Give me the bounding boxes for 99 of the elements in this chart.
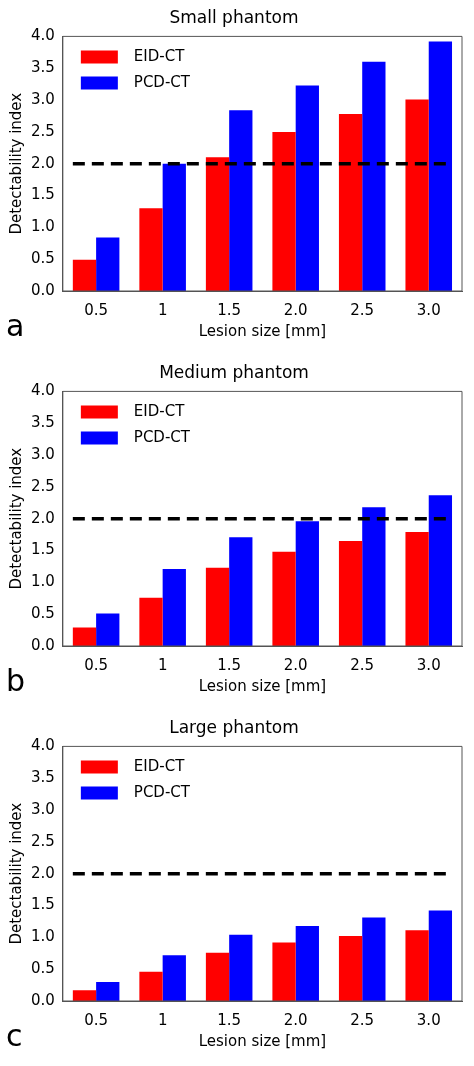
legend-label: PCD-CT bbox=[133, 782, 191, 801]
bar bbox=[162, 955, 186, 1001]
chart-title: Large phantom bbox=[169, 716, 299, 737]
y-tick-label: 4.0 bbox=[31, 381, 55, 400]
bar bbox=[139, 597, 163, 646]
x-tick-label: 3.0 bbox=[416, 300, 441, 319]
bar bbox=[362, 507, 386, 646]
bar bbox=[205, 157, 230, 291]
x-tick-label: 1 bbox=[157, 300, 168, 319]
bar bbox=[205, 952, 230, 1001]
y-tick-label: 3.5 bbox=[31, 413, 55, 432]
y-tick-label: 0.0 bbox=[31, 280, 55, 299]
y-tick-label: 2.0 bbox=[31, 863, 55, 882]
legend-label: EID-CT bbox=[133, 46, 186, 65]
bar bbox=[272, 131, 296, 291]
x-tick-label: 2.0 bbox=[283, 655, 308, 674]
bar bbox=[139, 208, 163, 291]
text: c bbox=[6, 1018, 23, 1053]
bar bbox=[205, 567, 230, 646]
bar bbox=[229, 934, 253, 1001]
x-axis-title: Lesion size [mm] bbox=[198, 676, 327, 695]
bar bbox=[405, 99, 429, 291]
x-tick-label: 1 bbox=[157, 655, 168, 674]
chart-title: Medium phantom bbox=[159, 361, 309, 382]
bar bbox=[362, 917, 386, 1001]
bar bbox=[272, 551, 296, 646]
bar bbox=[338, 114, 363, 291]
bar bbox=[428, 910, 453, 1001]
bar bbox=[272, 942, 296, 1001]
bar bbox=[405, 930, 429, 1001]
bar bbox=[162, 163, 186, 291]
legend-label: PCD-CT bbox=[133, 427, 191, 446]
bar bbox=[405, 532, 429, 646]
y-axis-title: Detectability index bbox=[6, 802, 25, 945]
x-tick-label: 3.0 bbox=[416, 1010, 441, 1029]
x-tick-label: 2.0 bbox=[283, 1010, 308, 1029]
text: a bbox=[6, 308, 25, 343]
bar bbox=[295, 521, 319, 646]
y-tick-label: 1.0 bbox=[31, 927, 55, 946]
x-tick-label: 1.5 bbox=[217, 300, 242, 319]
y-tick-label: 0.5 bbox=[31, 604, 55, 623]
y-tick-label: 2.0 bbox=[31, 153, 55, 172]
bar bbox=[96, 237, 120, 291]
y-tick-label: 3.0 bbox=[31, 444, 55, 463]
y-tick-label: 0.5 bbox=[31, 249, 55, 268]
x-axis-title: Lesion size [mm] bbox=[198, 1031, 327, 1050]
x-tick-label: 2.5 bbox=[350, 1010, 375, 1029]
bar bbox=[229, 110, 253, 291]
y-tick-label: 0.5 bbox=[31, 959, 55, 978]
x-tick-label: 1 bbox=[157, 1010, 168, 1029]
x-tick-label: 0.5 bbox=[84, 655, 109, 674]
y-tick-label: 2.0 bbox=[31, 508, 55, 527]
y-tick-label: 1.5 bbox=[31, 540, 55, 559]
x-tick-label: 2.5 bbox=[350, 655, 375, 674]
y-tick-label: 0.0 bbox=[31, 990, 55, 1009]
bar bbox=[338, 936, 363, 1001]
x-axis-title: Lesion size [mm] bbox=[198, 321, 327, 340]
y-tick-label: 2.5 bbox=[31, 476, 55, 495]
y-tick-label: 3.0 bbox=[31, 89, 55, 108]
legend-label: PCD-CT bbox=[133, 72, 191, 91]
y-axis-title: Detectability index bbox=[6, 92, 25, 235]
x-tick-label: 1.5 bbox=[217, 1010, 242, 1029]
y-tick-label: 1.5 bbox=[31, 185, 55, 204]
bar bbox=[139, 971, 163, 1001]
bar bbox=[162, 568, 186, 646]
y-tick-label: 2.5 bbox=[31, 121, 55, 140]
x-tick-label: 3.0 bbox=[416, 655, 441, 674]
x-tick-label: 2.5 bbox=[350, 300, 375, 319]
bar bbox=[295, 925, 319, 1001]
y-tick-label: 2.5 bbox=[31, 831, 55, 850]
y-tick-label: 3.5 bbox=[31, 58, 55, 77]
x-tick-label: 1.5 bbox=[217, 655, 242, 674]
bar bbox=[96, 981, 120, 1001]
legend-label: EID-CT bbox=[133, 756, 186, 775]
bar bbox=[295, 85, 319, 291]
y-tick-label: 4.0 bbox=[31, 736, 55, 755]
chart-title: Small phantom bbox=[169, 6, 299, 27]
y-tick-label: 0.0 bbox=[31, 635, 55, 654]
bar bbox=[229, 537, 253, 646]
bar bbox=[362, 61, 386, 291]
y-tick-label: 1.0 bbox=[31, 572, 55, 591]
bar bbox=[96, 613, 120, 646]
bar bbox=[428, 495, 453, 646]
y-tick-label: 1.0 bbox=[31, 217, 55, 236]
legend-label: EID-CT bbox=[133, 401, 186, 420]
bar bbox=[338, 540, 363, 646]
bar bbox=[72, 990, 97, 1001]
y-tick-label: 4.0 bbox=[31, 26, 55, 45]
bar bbox=[428, 41, 453, 291]
x-tick-label: 0.5 bbox=[84, 300, 109, 319]
y-axis-title: Detectability index bbox=[6, 447, 25, 590]
x-tick-label: 2.0 bbox=[283, 300, 308, 319]
x-tick-label: 0.5 bbox=[84, 1010, 109, 1029]
y-tick-label: 1.5 bbox=[31, 895, 55, 914]
y-tick-label: 3.0 bbox=[31, 799, 55, 818]
bar bbox=[72, 259, 97, 291]
y-tick-label: 3.5 bbox=[31, 768, 55, 787]
bar bbox=[72, 627, 97, 646]
text: b bbox=[6, 663, 26, 698]
